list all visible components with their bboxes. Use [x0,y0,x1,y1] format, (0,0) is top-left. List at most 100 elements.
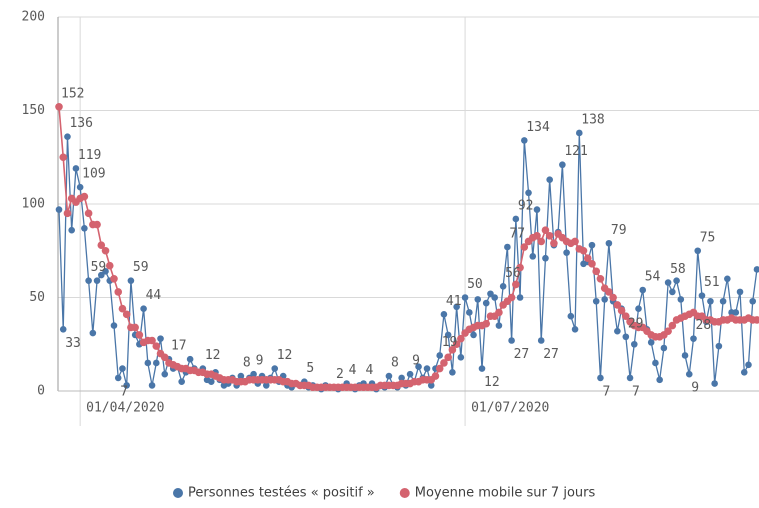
data-point [495,322,503,329]
data-point [542,254,549,262]
data-point [507,293,516,302]
data-label: 29 [628,316,644,331]
data-point [85,277,92,284]
data-point [135,331,144,339]
data-point [457,334,465,343]
y-tick-label: 150 [22,103,45,118]
data-point [609,293,617,302]
data-point [749,297,757,305]
data-label: 109 [82,167,105,182]
data-point [423,365,431,372]
x-tick-label: 01/07/2020 [471,401,549,416]
data-point [80,192,89,201]
x-tick-label: 01/04/2020 [86,401,164,416]
data-point [457,354,465,361]
y-tick-label: 100 [22,197,45,212]
data-label: 7 [602,384,610,399]
data-point [537,237,546,246]
data-point [440,311,448,318]
data-point [207,378,215,385]
data-point [453,303,460,311]
data-label: 7 [632,384,640,399]
data-point [656,376,663,384]
data-point [406,370,414,378]
data-point [694,247,702,255]
data-point [622,312,630,321]
data-point [715,342,723,350]
data-point [753,316,759,324]
data-point [736,288,744,296]
data-point [613,301,622,309]
data-point [152,359,160,367]
y-tick-label: 0 [37,384,45,399]
data-point [596,275,605,283]
data-point [262,382,270,389]
data-label: 44 [146,288,162,303]
data-label: 12 [205,348,221,363]
data-point [583,254,592,263]
data-point [59,153,68,162]
data-label: 9 [412,354,420,369]
data-point [148,382,156,389]
data-point [64,133,71,140]
data-point [123,382,130,389]
data-point [72,165,80,172]
data-label: 59 [133,260,149,275]
data-point [431,372,440,380]
data-point [571,325,579,333]
data-point [55,206,63,213]
data-point [114,374,122,382]
data-point [681,352,689,359]
data-point [59,325,67,333]
data-point [622,333,630,341]
data-point [186,355,194,363]
data-label: 136 [69,116,92,131]
data-point [93,220,101,229]
data-point [504,243,511,251]
data-point [668,321,677,330]
data-point [521,137,528,144]
data-point [698,292,706,299]
data-point [626,374,634,382]
data-label: 17 [171,339,187,354]
data-point [592,267,601,276]
data-point [677,296,685,303]
data-point [98,271,105,279]
data-point [84,209,93,218]
data-point [237,372,245,380]
data-label: 92 [518,198,534,213]
data-point [122,310,131,319]
data-label: 27 [543,347,559,362]
data-point [545,231,554,240]
data-point [567,312,575,320]
data-point [271,365,279,372]
data-point [533,206,541,213]
data-point [740,369,748,376]
y-tick-label: 50 [29,290,45,305]
data-point [630,340,638,348]
data-label: 77 [509,227,525,242]
legend-marker [399,488,410,498]
data-point [478,365,486,372]
data-label: 50 [467,277,483,292]
data-point [525,189,532,197]
data-point [575,129,583,137]
data-label: 41 [446,294,462,309]
data-point [673,277,680,284]
data-point [724,275,731,283]
data-point [398,374,405,382]
data-point [537,337,545,344]
data-label: 58 [670,262,686,277]
data-point [732,309,740,316]
data-point [597,374,604,382]
data-point [449,369,456,376]
data-point [444,353,452,362]
data-point [68,226,75,234]
data-point [579,246,588,255]
data-point [152,342,161,350]
data-point [512,280,520,289]
data-point [508,337,515,344]
data-point [427,382,435,389]
data-point [563,249,570,256]
